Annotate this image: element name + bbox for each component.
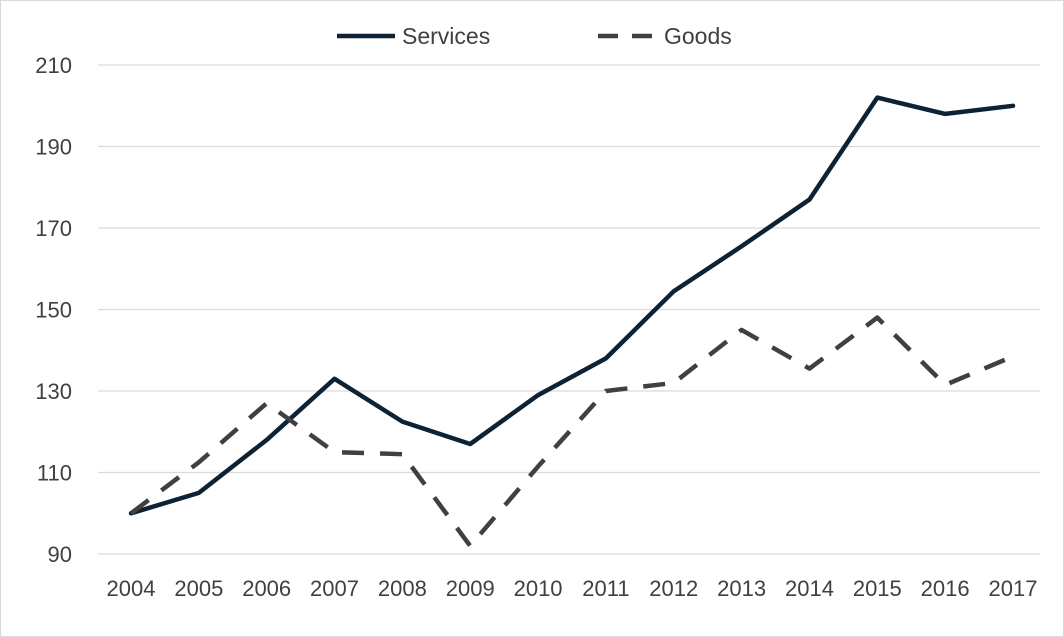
x-tick-label: 2006 [242,576,291,601]
x-tick-label: 2016 [921,576,970,601]
gridlines [98,64,1040,555]
x-tick-label: 2014 [785,576,834,601]
y-tick-label: 110 [37,461,72,486]
legend: Services Goods [337,23,732,49]
x-tick-label: 2010 [514,576,563,601]
x-tick-label: 2012 [649,576,698,601]
x-tick-label: 2008 [378,576,427,601]
y-tick-label: 170 [35,216,72,241]
y-tick-label: 130 [35,379,72,404]
x-tick-label: 2015 [853,576,902,601]
y-tick-label: 190 [35,135,72,160]
x-tick-label: 2009 [446,576,495,601]
legend-label-services: Services [402,23,490,49]
y-axis-tick-labels: 90 110 130 150 170 190 210 [35,53,72,567]
x-tick-label: 2013 [717,576,766,601]
x-tick-label: 2011 [582,576,629,601]
legend-label-goods: Goods [664,23,732,49]
y-tick-label: 210 [35,53,72,78]
x-axis-tick-labels: 2004 2005 2006 2007 2008 2009 2010 2011 2012 2013… [107,576,1038,601]
y-tick-label: 90 [48,542,72,567]
x-tick-label: 2017 [989,576,1038,601]
series-lines [128,95,1016,549]
x-tick-label: 2007 [310,576,359,601]
x-tick-label: 2004 [107,576,156,601]
y-tick-label: 150 [35,298,72,323]
x-tick-label: 2005 [174,576,223,601]
series-line-services [128,95,1016,516]
